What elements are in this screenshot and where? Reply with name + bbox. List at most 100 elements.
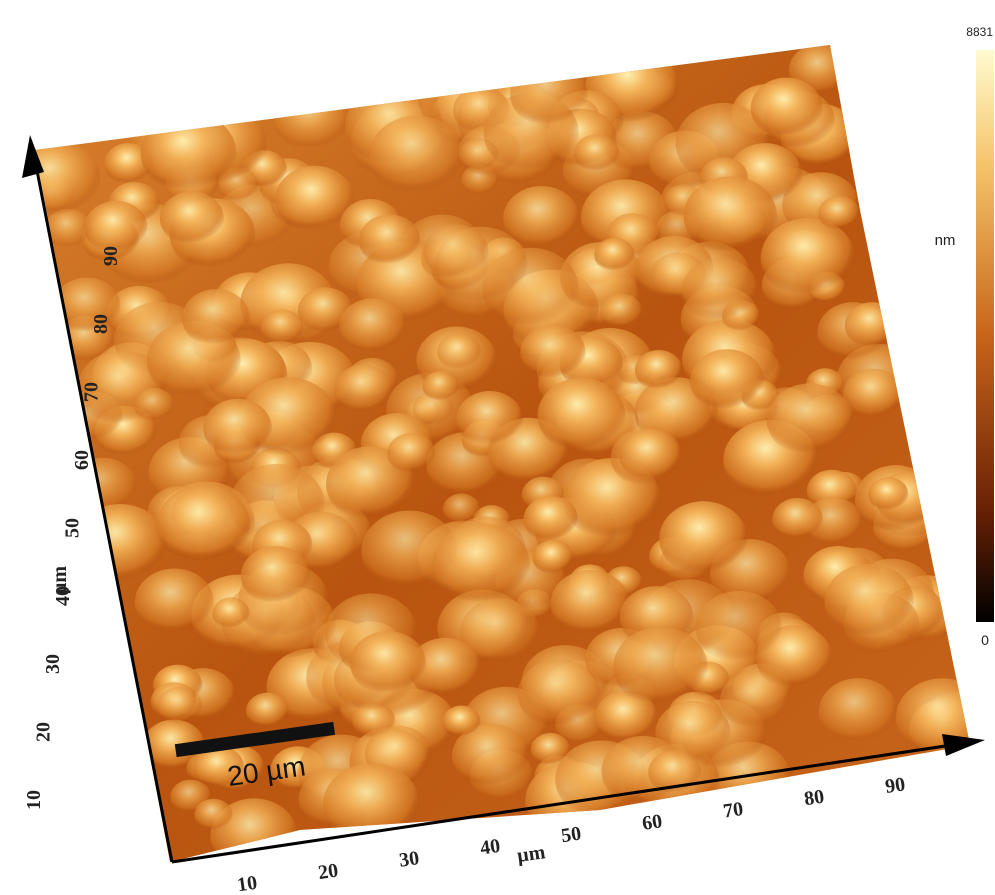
bump (681, 258, 759, 324)
bump (530, 732, 571, 767)
bump (520, 324, 586, 381)
bump (842, 368, 904, 421)
bump (84, 200, 148, 255)
x-tick-label: 30 (398, 847, 421, 872)
bump (442, 493, 480, 525)
bump (240, 546, 311, 606)
bump (246, 692, 289, 729)
bump (53, 277, 121, 335)
bump (517, 658, 601, 730)
bump (275, 165, 355, 234)
bump (350, 631, 426, 696)
bump (274, 87, 350, 152)
bump (369, 115, 465, 197)
bump (844, 302, 900, 349)
bump (503, 186, 580, 251)
bump (432, 523, 530, 607)
x-axis-label: µm (516, 841, 547, 867)
bump (134, 568, 214, 636)
colorbar (976, 50, 994, 622)
bump (159, 191, 224, 246)
bump (194, 798, 233, 832)
bump (423, 224, 489, 280)
bump (35, 140, 101, 220)
bump (193, 745, 245, 790)
bump (442, 705, 481, 738)
x-ticks: 10 20 30 40 50 60 70 80 90 (236, 773, 907, 895)
bump (634, 350, 683, 391)
bump (772, 498, 823, 542)
bump (456, 391, 523, 448)
x-tick-label: 20 (317, 859, 340, 884)
bump (408, 637, 481, 699)
bump (156, 484, 251, 565)
y-tick-label: 80 (90, 314, 112, 334)
bump (613, 626, 708, 708)
colorbar-max: 8831 (966, 25, 993, 39)
bump (334, 364, 394, 415)
bump (182, 289, 250, 347)
bump (750, 77, 823, 139)
y-tick-label: 40 (52, 586, 74, 606)
bump (133, 388, 175, 423)
bump (594, 690, 658, 745)
bump (72, 504, 167, 585)
bump (824, 563, 914, 640)
x-axis-line (171, 740, 973, 864)
bump (451, 723, 529, 789)
bump (619, 428, 682, 482)
x-tick-label: 80 (803, 786, 826, 811)
bump (156, 686, 203, 726)
bump (594, 237, 635, 273)
bump (818, 195, 860, 232)
bump (523, 495, 578, 543)
y-tick-label: 10 (23, 790, 45, 810)
bump (339, 298, 407, 356)
x-tick-label: 90 (884, 773, 907, 798)
bump (532, 540, 574, 575)
x-tick-label: 70 (722, 798, 745, 823)
bump (574, 134, 620, 173)
bump (719, 670, 790, 730)
y-axis-label: µm (49, 566, 71, 595)
y-tick-label: 30 (42, 654, 64, 674)
bump (140, 112, 237, 194)
axes (31, 149, 973, 864)
bump (550, 569, 630, 638)
bump (459, 598, 540, 667)
bump (387, 432, 436, 474)
bump (203, 398, 272, 458)
colorbar-min: 0 (981, 632, 989, 648)
colorbar-unit: nm (935, 232, 956, 249)
bump (537, 378, 626, 453)
y-tick-label: 90 (100, 246, 122, 266)
bump (297, 287, 353, 335)
bump (868, 477, 909, 512)
x-tick-label: 50 (560, 823, 583, 848)
bump (766, 383, 853, 457)
bump (600, 293, 643, 330)
bump (683, 176, 778, 256)
bump (437, 333, 482, 371)
y-arrow (22, 135, 44, 178)
y-tick-label: 70 (81, 382, 103, 402)
bump (212, 597, 250, 630)
y-tick-label: 50 (61, 518, 83, 538)
bump (142, 719, 206, 773)
x-tick-label: 10 (236, 872, 259, 895)
x-arrow (942, 734, 985, 756)
bump (260, 309, 304, 346)
bump (358, 214, 421, 267)
bump (695, 590, 782, 665)
y-axis-line (31, 149, 174, 863)
x-tick-label: 40 (479, 835, 502, 860)
bump (690, 349, 764, 412)
bump (760, 217, 855, 299)
scale-bar-line (174, 721, 336, 758)
bump (818, 678, 898, 746)
bump (422, 371, 459, 402)
y-tick-label: 60 (71, 450, 93, 470)
bump (659, 501, 748, 577)
bump (510, 61, 588, 128)
